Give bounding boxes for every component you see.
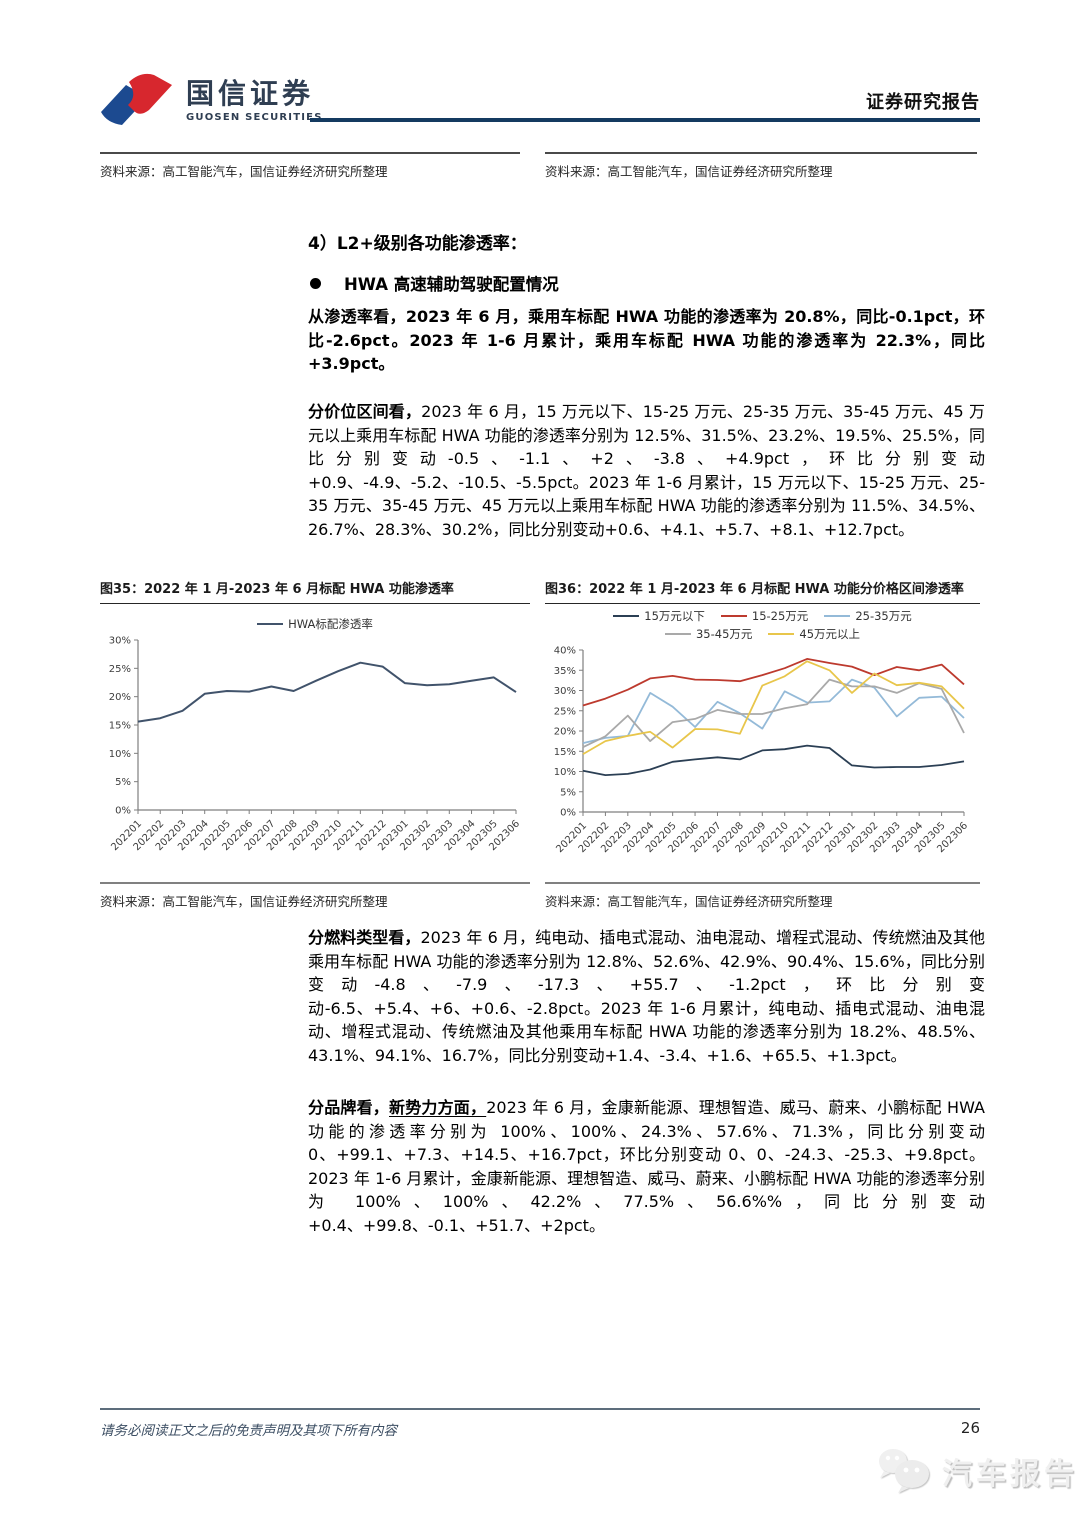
guosen-logo-icon — [101, 73, 172, 125]
svg-text:40%: 40% — [554, 646, 576, 657]
paragraph-fuel-types: 分燃料类型看，2023 年 6 月，纯电动、插电式混动、油电混动、增程式混动、传… — [308, 926, 985, 1068]
chart-canvas: 0%5%10%15%20%25%30%35%40%202201202202202… — [554, 646, 970, 856]
svg-text:25%: 25% — [109, 664, 131, 675]
legend-label: 45万元以上 — [799, 627, 861, 641]
svg-text:30%: 30% — [554, 686, 576, 697]
chart-line — [582, 660, 965, 755]
hwa-price-segment-line-chart: 15万元以下 15-25万元 25-35万元 35-45万元 45万元以上 0% 5% 10%… — [545, 608, 980, 878]
legend-item: 15万元以下 — [613, 608, 705, 624]
paragraph-lead: 分品牌看， — [308, 1098, 389, 1117]
figure-35: 图35：2022 年 1 月-2023 年 6 月标配 HWA 功能渗透率 HW… — [100, 578, 530, 910]
hwa-penetration-line-chart: HWA标配渗透率 0% 5% 10% 15% 20% 25% 30% 202201 202202 2… — [100, 616, 530, 878]
paragraph-brands: 分品牌看，新势力方面，2023 年 6 月，金康新能源、理想智造、威马、蔚来、小… — [308, 1096, 985, 1238]
svg-text:20%: 20% — [109, 692, 131, 703]
svg-text:35%: 35% — [554, 666, 576, 677]
paragraph-lead-underlined: 新势力方面， — [389, 1098, 487, 1117]
svg-text:20%: 20% — [554, 727, 576, 738]
bullet-item: HWA 高速辅助驾驶配置情况 — [310, 271, 559, 295]
wechat-icon — [879, 1449, 929, 1493]
legend-line-swatch — [664, 632, 691, 636]
bullet-dot-icon — [310, 277, 321, 289]
chart-line — [582, 678, 965, 749]
watermark-label: 汽车报告 — [942, 1457, 1078, 1492]
figure-35-caption: 图35：2022 年 1 月-2023 年 6 月标配 HWA 功能渗透率 — [100, 578, 530, 604]
legend-label: 35-45万元 — [695, 627, 753, 641]
svg-text:15%: 15% — [554, 747, 576, 758]
svg-text:5%: 5% — [115, 777, 131, 788]
legend-line-swatch — [257, 622, 284, 626]
logo-text: 国信证券 GUOSEN SECURITIES — [186, 77, 323, 123]
svg-text:10%: 10% — [109, 749, 131, 760]
svg-text:15%: 15% — [109, 721, 131, 732]
legend-line-swatch — [720, 614, 747, 618]
legend-line-swatch — [768, 632, 795, 636]
disclaimer-text: 请务必阅读正文之后的免责声明及其项下所有内容 — [100, 1423, 397, 1439]
section-heading: 4）L2+级别各功能渗透率： — [308, 234, 527, 254]
figure-36-caption: 图36：2022 年 1 月-2023 年 6 月标配 HWA 功能分价格区间渗… — [545, 578, 980, 604]
paragraph-text: 2023 年 6 月，纯电动、插电式混动、油电混动、增程式混动、传统燃油及其他乘… — [308, 928, 985, 1065]
paragraph-text: 2023 年 6 月，15 万元以下、15-25 万元、25-35 万元、35-… — [308, 402, 985, 539]
bullet-item-label: HWA 高速辅助驾驶配置情况 — [344, 275, 559, 294]
paragraph-lead: 分价位区间看， — [308, 402, 422, 421]
legend-line-swatch — [613, 614, 640, 618]
chart-line — [582, 744, 965, 777]
logo-name-en: GUOSEN SECURITIES — [186, 111, 323, 123]
legend-item: 15-25万元 — [720, 608, 809, 624]
guosen-logo: 国信证券 GUOSEN SECURITIES — [98, 70, 323, 132]
paragraph-lead: 分燃料类型看， — [308, 928, 421, 947]
chart-legend: HWA标配渗透率 — [100, 616, 530, 632]
svg-text:25%: 25% — [554, 706, 576, 717]
legend-item: HWA标配渗透率 — [257, 616, 373, 632]
source-note-top-right: 资料来源：高工智能汽车，国信证券经济研究所整理 — [545, 152, 977, 180]
page-footer: 请务必阅读正文之后的免责声明及其项下所有内容 26 — [100, 1408, 980, 1439]
svg-text:10%: 10% — [554, 767, 576, 778]
chart-line — [137, 661, 517, 723]
wechat-watermark: 汽车报告 — [876, 1446, 1078, 1496]
paragraph-penetration-overview: 从渗透率看，2023 年 6 月，乘用车标配 HWA 功能的渗透率为 20.8%… — [308, 307, 985, 374]
svg-text:0%: 0% — [560, 808, 576, 819]
logo-name-cn: 国信证券 — [186, 77, 315, 111]
chart-line — [582, 678, 965, 744]
legend-label: 15万元以下 — [644, 609, 705, 623]
chart-canvas: 0%5%10%15%20%25%30%202201202202202203202… — [109, 636, 522, 854]
report-type-label: 证券研究报告 — [866, 92, 980, 113]
page-number: 26 — [960, 1419, 980, 1437]
figure-35-source: 资料来源：高工智能汽车，国信证券经济研究所整理 — [100, 882, 530, 910]
svg-text:0%: 0% — [115, 806, 131, 817]
legend-item: 35-45万元 — [664, 626, 753, 642]
legend-line-swatch — [824, 614, 851, 618]
legend-item: 45万元以上 — [768, 626, 860, 642]
chart-line — [582, 657, 965, 707]
svg-text:30%: 30% — [109, 636, 131, 647]
figure-36-source: 资料来源：高工智能汽车，国信证券经济研究所整理 — [545, 882, 980, 910]
paragraph-price-segments: 分价位区间看，2023 年 6 月，15 万元以下、15-25 万元、25-35… — [308, 400, 985, 542]
legend-item: 25-35万元 — [824, 608, 912, 624]
legend-label: HWA标配渗透率 — [288, 617, 373, 631]
legend-label: 15-25万元 — [751, 609, 809, 623]
chart-legend: 15万元以下 15-25万元 25-35万元 35-45万元 45万元以上 — [545, 608, 980, 642]
svg-text:5%: 5% — [560, 787, 576, 798]
paragraph-text: 2023 年 6 月，金康新能源、理想智造、威马、蔚来、小鹏标配 HWA 功能的… — [308, 1098, 985, 1235]
source-note-top-left: 资料来源：高工智能汽车，国信证券经济研究所整理 — [100, 152, 520, 180]
figure-36: 图36：2022 年 1 月-2023 年 6 月标配 HWA 功能分价格区间渗… — [545, 578, 980, 910]
legend-label: 25-35万元 — [855, 609, 912, 623]
header-rule — [310, 118, 980, 122]
